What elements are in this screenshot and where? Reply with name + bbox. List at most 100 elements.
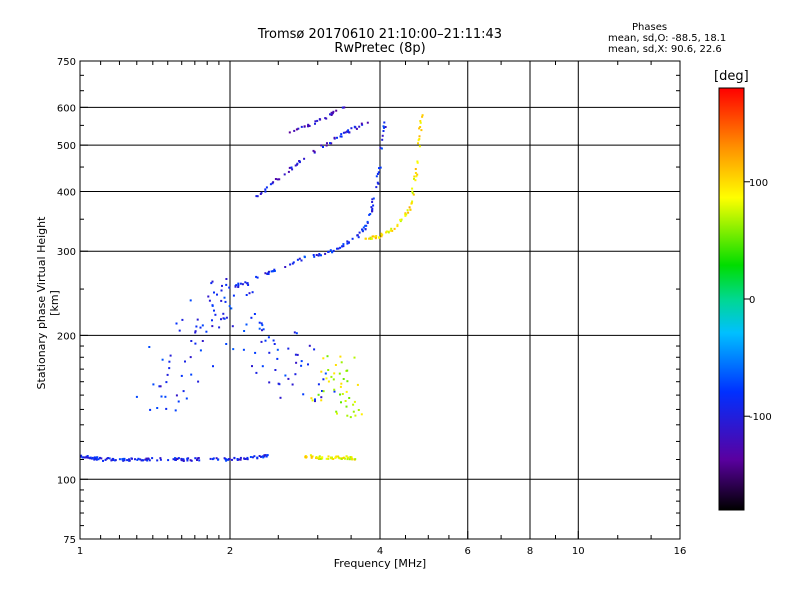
data-point [318,457,320,460]
data-point [411,190,414,193]
data-point [291,383,294,386]
data-point [349,456,352,459]
data-point [409,208,412,211]
data-point [362,226,365,229]
x-axis-label: Frequency [MHz] [333,557,427,570]
data-point [405,213,408,216]
data-point [340,361,343,364]
data-point [393,227,396,230]
data-point [334,364,337,366]
data-point [123,459,126,462]
data-point [375,235,378,237]
data-point [396,225,399,228]
data-point [416,173,419,176]
data-point [236,458,239,460]
data-point [307,363,309,366]
data-point [293,331,296,334]
data-point [288,166,291,169]
data-point [239,458,242,461]
data-point [346,380,349,383]
data-point [346,242,349,245]
data-point [140,459,143,462]
data-point [146,459,149,462]
data-point [327,380,330,383]
data-point [225,316,228,319]
data-point [114,459,117,462]
data-point [314,398,316,401]
data-point [400,218,403,221]
data-point [345,455,348,458]
data-point [371,207,374,210]
data-points [80,106,424,462]
data-point [371,198,374,201]
data-point [99,456,101,459]
data-point [242,348,245,351]
data-point [224,458,227,461]
data-point [232,348,235,351]
data-point [220,289,223,292]
data-point [420,129,423,132]
data-point [419,121,422,124]
data-point [342,456,345,459]
data-point [339,355,342,358]
data-point [332,110,335,113]
data-point [346,458,349,461]
data-point [189,299,192,302]
data-point [414,172,417,174]
data-point [347,129,350,132]
data-point [172,458,175,461]
data-point [408,206,411,209]
data-point [156,459,159,462]
data-point [313,348,316,351]
data-point [411,187,414,190]
data-point [314,400,316,403]
data-point [325,117,328,120]
data-point [399,218,402,221]
data-point [212,457,215,460]
data-point [318,253,321,255]
data-point [273,268,276,271]
data-point [167,459,170,462]
data-point [91,457,94,460]
data-point [320,399,323,402]
data-point [239,282,242,285]
data-point [180,457,183,460]
data-point [137,457,140,460]
data-point [122,459,125,462]
data-point [357,236,360,239]
data-point [296,353,299,356]
x-tick-label: 16 [674,546,687,557]
data-point [383,121,386,124]
data-point [268,381,271,384]
data-point [291,168,294,171]
data-point [348,458,351,461]
data-point [348,131,351,134]
data-point [346,130,349,133]
data-point [326,355,329,358]
data-point [122,457,125,460]
data-point [411,192,414,195]
data-point [372,197,375,200]
colorbar-tick-label: -100 [749,412,772,423]
data-point [190,340,193,342]
data-point [331,112,334,115]
data-point [254,351,257,354]
data-point [80,454,83,457]
data-point [324,372,327,375]
data-point [346,369,349,372]
data-point [142,459,144,462]
data-point [264,339,267,342]
data-point [358,125,361,128]
data-point [371,201,374,203]
data-point [371,210,373,213]
data-point [418,145,421,148]
data-point [296,163,298,166]
data-point [330,111,333,114]
data-point [347,131,350,133]
data-point [85,455,88,458]
data-point [366,220,369,223]
data-point [298,160,301,163]
data-point [310,456,313,459]
data-point [311,399,314,402]
data-point [269,183,272,186]
